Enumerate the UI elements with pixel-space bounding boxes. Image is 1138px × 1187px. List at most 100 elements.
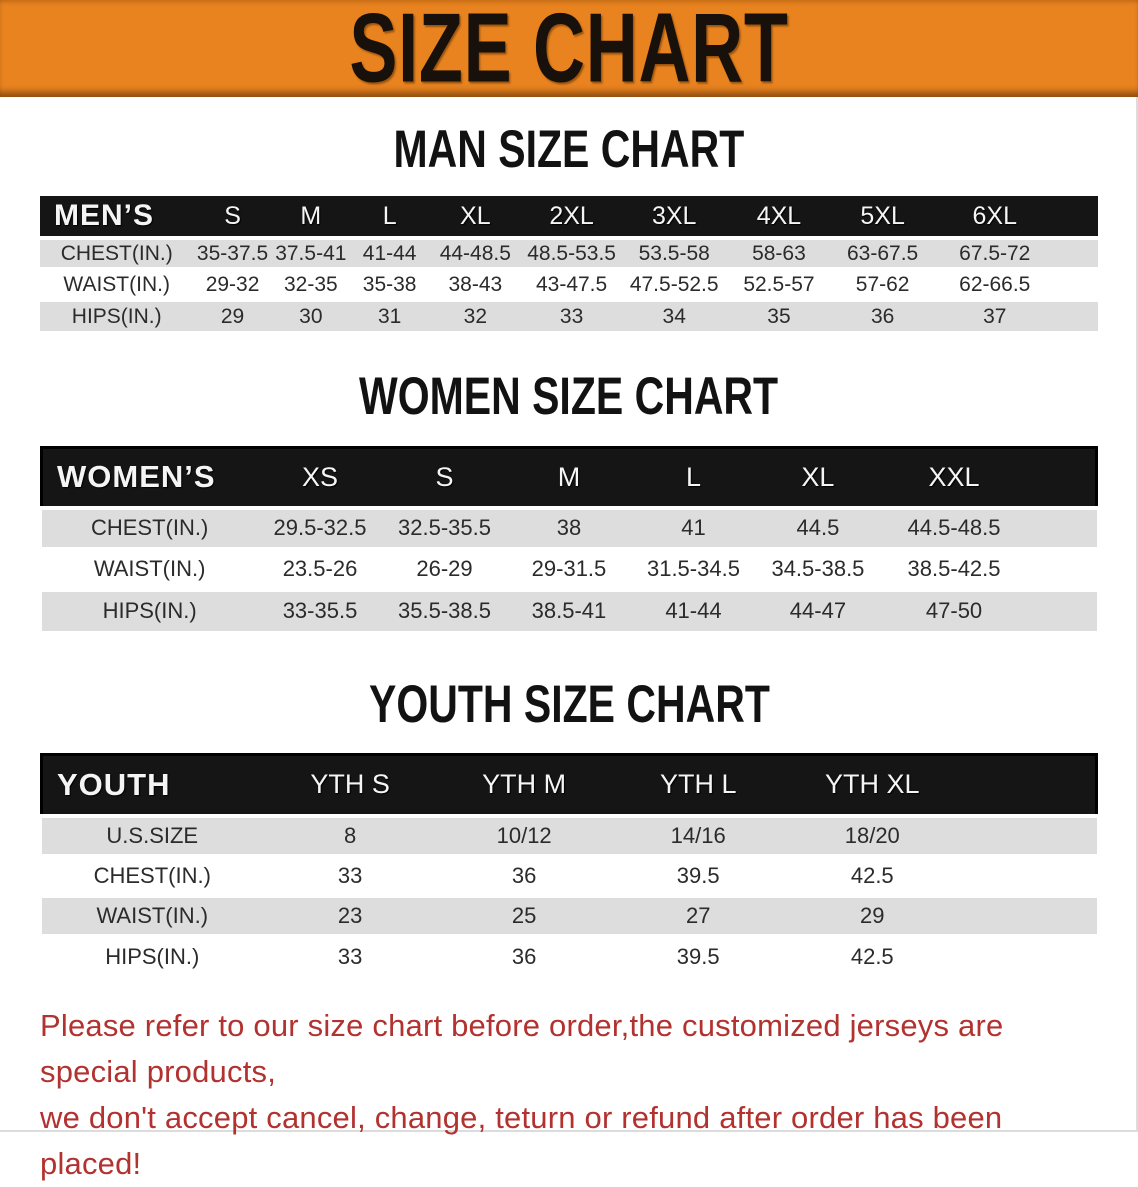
size-value-cell: 18/20 <box>785 816 960 856</box>
header-row: WOMEN’S XS S M L XL XXL <box>39 446 1098 509</box>
empty-cell <box>1027 507 1097 549</box>
size-value-cell: 29-32 <box>193 269 272 300</box>
size-value-cell: 29 <box>193 300 272 331</box>
banner-title: SIZE CHART <box>349 0 789 97</box>
empty-header-cell <box>959 752 1099 818</box>
size-value-cell: 42.5 <box>785 856 960 896</box>
measurement-row: CHEST(IN.) 33 36 39.5 42.5 <box>41 856 1097 896</box>
measurement-row: CHEST(IN.) 35-37.5 37.5-41 41-44 44-48.5 48.5… <box>40 238 1098 269</box>
empty-cell <box>959 856 1097 896</box>
size-value-cell: 39.5 <box>611 936 786 976</box>
size-column-header: XL <box>755 446 881 509</box>
size-value-cell: 41 <box>631 507 756 549</box>
size-value-cell: 10/12 <box>437 816 612 856</box>
table-group-label: WOMEN’S <box>39 446 258 509</box>
size-value-cell: 38.5-42.5 <box>880 548 1028 590</box>
size-value-cell: 27 <box>611 896 786 936</box>
size-value-cell: 29 <box>785 896 960 936</box>
empty-cell <box>1055 300 1098 331</box>
empty-cell <box>1055 238 1098 269</box>
size-column-header: S <box>382 446 507 509</box>
measurement-row: HIPS(IN.) 33-35.5 35.5-38.5 38.5-41 41-44 44-… <box>41 589 1097 631</box>
row-label: CHEST(IN.) <box>40 238 194 269</box>
size-value-cell: 42.5 <box>785 936 960 976</box>
size-value-cell: 36 <box>437 856 612 896</box>
empty-header-cell <box>1055 196 1098 238</box>
size-value-cell: 30 <box>271 300 350 331</box>
disclaimer-line-2: we don't accept cancel, change, teturn o… <box>40 1100 1003 1181</box>
size-value-cell: 31 <box>349 300 430 331</box>
size-value-cell: 32 <box>429 300 522 331</box>
row-label: CHEST(IN.) <box>41 856 264 896</box>
size-value-cell: 41-44 <box>631 589 756 631</box>
size-value-cell: 62-66.5 <box>933 269 1056 300</box>
women-chart-title: WOMEN SIZE CHART <box>359 366 779 426</box>
size-value-cell: 48.5-53.5 <box>521 238 622 269</box>
size-value-cell: 67.5-72 <box>933 238 1056 269</box>
empty-cell <box>1055 269 1098 300</box>
men-size-table: MEN’S S M L XL 2XL 3XL 4XL 5XL 6XL CHEST(IN.) 35-37… <box>40 196 1098 331</box>
size-value-cell: 44-47 <box>755 589 881 631</box>
size-value-cell: 32.5-35.5 <box>382 507 507 549</box>
row-label: WAIST(IN.) <box>41 896 264 936</box>
size-chart-banner: SIZE CHART <box>0 0 1138 97</box>
size-value-cell: 35 <box>726 300 832 331</box>
size-value-cell: 29.5-32.5 <box>257 507 383 549</box>
size-value-cell: 14/16 <box>611 816 786 856</box>
size-column-header: XS <box>257 446 383 509</box>
measurement-row: CHEST(IN.) 29.5-32.5 32.5-35.5 38 41 44.5 44.5… <box>41 507 1097 549</box>
size-value-cell: 44-48.5 <box>429 238 522 269</box>
size-value-cell: 43-47.5 <box>521 269 622 300</box>
youth-size-table: YOUTH YTH S YTH M YTH L YTH XL U.S.SIZE 8 10/12… <box>40 752 1099 976</box>
empty-cell <box>959 896 1097 936</box>
size-value-cell: 34.5-38.5 <box>755 548 881 590</box>
size-value-cell: 39.5 <box>611 856 786 896</box>
size-value-cell: 44.5 <box>755 507 881 549</box>
row-label: CHEST(IN.) <box>41 507 258 549</box>
size-value-cell: 38.5-41 <box>506 589 632 631</box>
size-value-cell: 31.5-34.5 <box>631 548 756 590</box>
size-column-header: M <box>506 446 632 509</box>
size-value-cell: 23.5-26 <box>257 548 383 590</box>
size-column-header: XXL <box>880 446 1028 509</box>
size-column-header: L <box>631 446 756 509</box>
size-column-header: 2XL <box>521 196 622 238</box>
row-label: HIPS(IN.) <box>41 589 258 631</box>
size-value-cell: 26-29 <box>382 548 507 590</box>
size-value-cell: 33 <box>263 856 438 896</box>
size-value-cell: 35-37.5 <box>193 238 272 269</box>
empty-cell <box>959 816 1097 856</box>
size-value-cell: 33-35.5 <box>257 589 383 631</box>
size-value-cell: 41-44 <box>349 238 430 269</box>
disclaimer-text: Please refer to our size chart before or… <box>40 1003 1098 1187</box>
measurement-row: HIPS(IN.) 29 30 31 32 33 34 35 36 37 <box>40 300 1098 331</box>
size-column-header: YTH XL <box>785 752 960 818</box>
measurement-row: WAIST(IN.) 23.5-26 26-29 29-31.5 31.5-34.5 34… <box>41 548 1097 590</box>
size-column-header: XL <box>429 196 522 238</box>
size-value-cell: 33 <box>263 936 438 976</box>
header-row: MEN’S S M L XL 2XL 3XL 4XL 5XL 6XL <box>40 196 1098 238</box>
size-value-cell: 37.5-41 <box>271 238 350 269</box>
size-value-cell: 58-63 <box>726 238 832 269</box>
row-label: WAIST(IN.) <box>41 548 258 590</box>
size-value-cell: 33 <box>521 300 622 331</box>
size-value-cell: 8 <box>263 816 438 856</box>
row-label: U.S.SIZE <box>41 816 264 856</box>
size-value-cell: 63-67.5 <box>831 238 934 269</box>
men-chart-title: MAN SIZE CHART <box>393 119 745 179</box>
size-value-cell: 37 <box>933 300 1056 331</box>
size-column-header: L <box>349 196 430 238</box>
size-value-cell: 32-35 <box>271 269 350 300</box>
row-label: HIPS(IN.) <box>41 936 264 976</box>
row-label: WAIST(IN.) <box>40 269 194 300</box>
disclaimer-line-1: Please refer to our size chart before or… <box>40 1008 1004 1089</box>
size-value-cell: 38 <box>506 507 632 549</box>
size-value-cell: 36 <box>437 936 612 976</box>
size-column-header: 3XL <box>621 196 727 238</box>
size-column-header: YTH S <box>263 752 438 818</box>
measurement-row: HIPS(IN.) 33 36 39.5 42.5 <box>41 936 1097 976</box>
size-value-cell: 38-43 <box>429 269 522 300</box>
empty-header-cell <box>1027 446 1098 509</box>
size-column-header: S <box>193 196 272 238</box>
